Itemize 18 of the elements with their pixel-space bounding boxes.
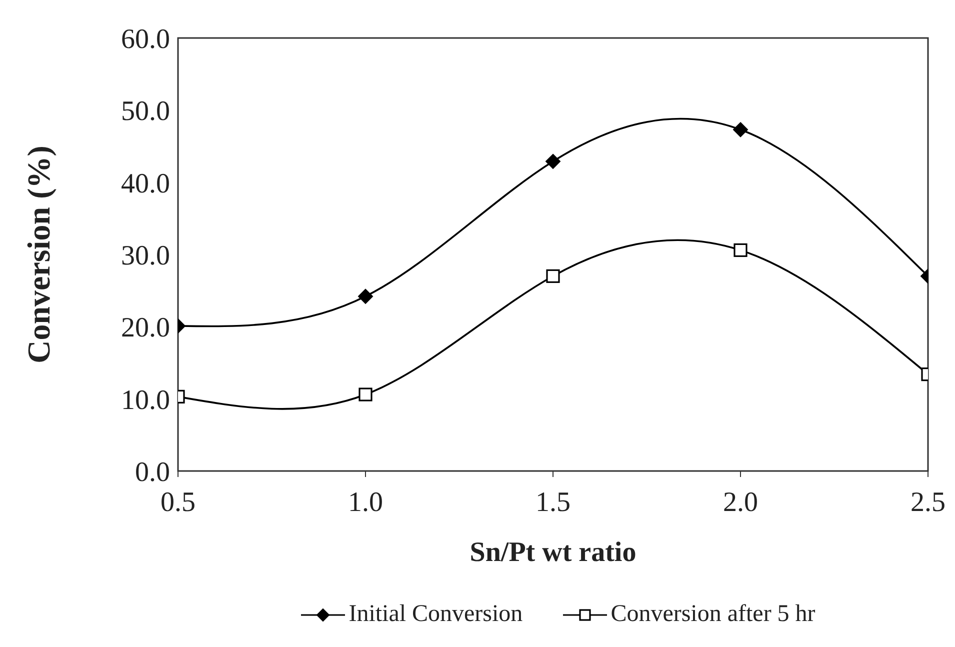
point bbox=[546, 154, 560, 169]
y-tick-label: 20.0 bbox=[121, 312, 170, 344]
x-tick-label: 1.0 bbox=[348, 486, 383, 518]
y-axis-title: Conversion (%) bbox=[20, 146, 56, 364]
x-tick-label: 2.0 bbox=[723, 486, 758, 518]
y-tick-label: 30.0 bbox=[121, 240, 170, 272]
legend-label: Initial Conversion bbox=[348, 601, 523, 628]
y-tick-label: 10.0 bbox=[121, 384, 170, 416]
y-tick-label: 0.0 bbox=[135, 456, 170, 488]
y-tick-label: 50.0 bbox=[121, 96, 170, 128]
y-tick-label: 60.0 bbox=[121, 24, 170, 55]
x-tick-label: 2.5 bbox=[910, 486, 946, 518]
y-tick-label: 40.0 bbox=[121, 168, 170, 200]
legend-label: Conversion after 5 hr bbox=[610, 601, 816, 628]
x-tick-label: 1.5 bbox=[536, 486, 570, 518]
x-tick-label: 0.5 bbox=[160, 486, 196, 518]
point bbox=[546, 269, 560, 283]
x-axis-title: Sn/Pt wt ratio bbox=[470, 537, 636, 568]
